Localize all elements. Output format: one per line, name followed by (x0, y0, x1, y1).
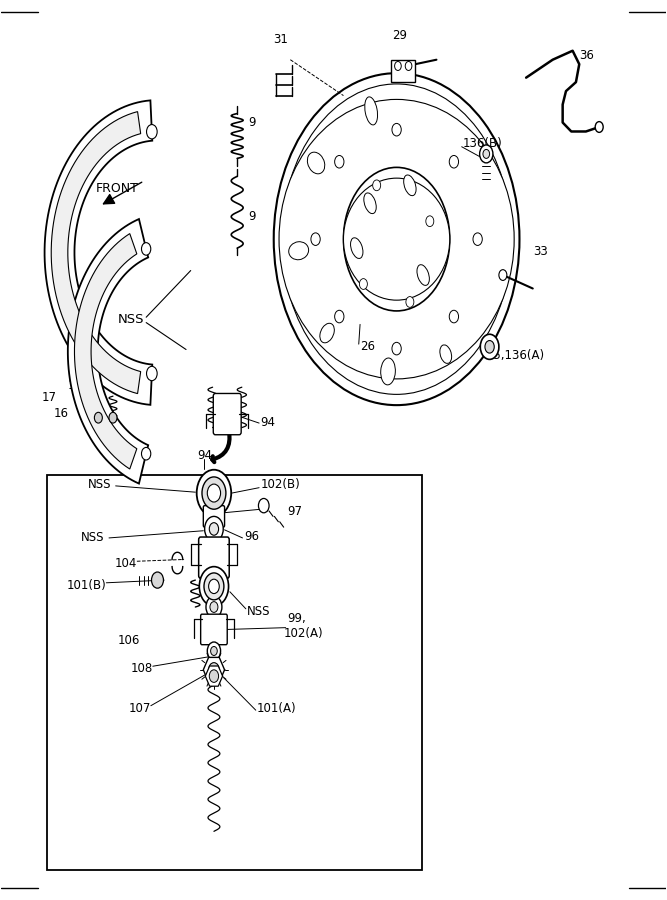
Text: 104: 104 (114, 556, 137, 570)
Text: NSS: NSS (88, 478, 111, 491)
Circle shape (344, 167, 450, 310)
Circle shape (199, 567, 229, 606)
Circle shape (480, 334, 499, 359)
Ellipse shape (344, 178, 450, 301)
Polygon shape (203, 657, 225, 682)
Circle shape (206, 596, 222, 617)
Text: 9: 9 (248, 211, 255, 223)
Text: 36: 36 (579, 49, 594, 62)
Text: NSS: NSS (247, 605, 271, 618)
Ellipse shape (351, 238, 363, 258)
Circle shape (335, 156, 344, 168)
Circle shape (141, 243, 151, 256)
Text: 16: 16 (68, 379, 83, 392)
Ellipse shape (365, 97, 378, 125)
Circle shape (151, 572, 163, 589)
Polygon shape (45, 101, 152, 405)
Circle shape (480, 145, 493, 163)
Text: 102(B): 102(B) (260, 478, 300, 491)
Text: 96: 96 (244, 529, 259, 543)
Circle shape (281, 84, 512, 394)
Circle shape (485, 340, 494, 353)
Circle shape (141, 447, 151, 460)
Text: FRONT: FRONT (96, 182, 139, 194)
Circle shape (205, 517, 223, 542)
Text: 108: 108 (131, 662, 153, 675)
Circle shape (273, 73, 520, 405)
Text: 106: 106 (117, 634, 140, 647)
Text: 26: 26 (360, 340, 375, 354)
Circle shape (209, 662, 219, 677)
Circle shape (210, 601, 218, 612)
Ellipse shape (417, 265, 430, 285)
Circle shape (595, 122, 603, 132)
Text: 16: 16 (53, 407, 68, 419)
Text: 31: 31 (273, 33, 287, 47)
Circle shape (406, 61, 412, 70)
Ellipse shape (440, 345, 452, 364)
Polygon shape (51, 112, 141, 393)
Circle shape (373, 180, 381, 191)
FancyBboxPatch shape (203, 506, 225, 527)
Polygon shape (205, 666, 223, 686)
Text: 29: 29 (392, 29, 408, 42)
Circle shape (450, 156, 458, 168)
Circle shape (258, 499, 269, 513)
Circle shape (147, 366, 157, 381)
Circle shape (209, 523, 219, 536)
Circle shape (207, 642, 221, 660)
Circle shape (209, 670, 219, 682)
Text: 94: 94 (260, 416, 275, 428)
Text: 107: 107 (129, 702, 151, 715)
Text: 9: 9 (248, 116, 255, 129)
Bar (392, 59, 415, 82)
Text: NSS: NSS (117, 313, 144, 327)
Text: 97: 97 (287, 505, 302, 518)
Circle shape (483, 149, 490, 158)
Ellipse shape (364, 193, 376, 213)
FancyBboxPatch shape (201, 614, 227, 644)
Text: 99,: 99, (287, 612, 305, 625)
Ellipse shape (381, 358, 396, 385)
FancyBboxPatch shape (199, 537, 229, 579)
Circle shape (311, 233, 320, 246)
Ellipse shape (289, 242, 309, 260)
Polygon shape (75, 234, 137, 469)
Circle shape (426, 216, 434, 227)
Text: 94: 94 (197, 449, 212, 462)
Circle shape (392, 342, 402, 355)
Text: 35,136(A): 35,136(A) (486, 349, 544, 363)
Circle shape (94, 412, 102, 423)
Circle shape (499, 270, 507, 281)
Text: NSS: NSS (81, 531, 105, 544)
Polygon shape (68, 219, 148, 483)
FancyBboxPatch shape (213, 393, 241, 435)
Circle shape (147, 124, 157, 139)
Circle shape (207, 484, 221, 502)
Text: 33: 33 (533, 245, 548, 258)
Circle shape (109, 412, 117, 423)
Text: 136(B): 136(B) (463, 137, 503, 149)
Ellipse shape (279, 99, 514, 379)
Text: 101(A): 101(A) (257, 702, 297, 715)
Circle shape (473, 233, 482, 246)
Ellipse shape (320, 323, 334, 343)
Ellipse shape (307, 152, 325, 174)
Circle shape (204, 573, 224, 599)
Circle shape (360, 279, 368, 290)
Circle shape (209, 580, 219, 594)
Text: 17: 17 (41, 391, 56, 403)
Circle shape (406, 297, 414, 307)
Text: 101(B): 101(B) (67, 579, 106, 592)
Text: 102(A): 102(A) (283, 627, 323, 641)
Circle shape (211, 646, 217, 655)
FancyBboxPatch shape (47, 475, 422, 870)
Circle shape (392, 123, 402, 136)
Ellipse shape (404, 175, 416, 195)
Circle shape (197, 470, 231, 517)
Circle shape (450, 310, 458, 323)
Circle shape (202, 477, 226, 509)
Circle shape (335, 310, 344, 323)
Circle shape (395, 61, 402, 70)
